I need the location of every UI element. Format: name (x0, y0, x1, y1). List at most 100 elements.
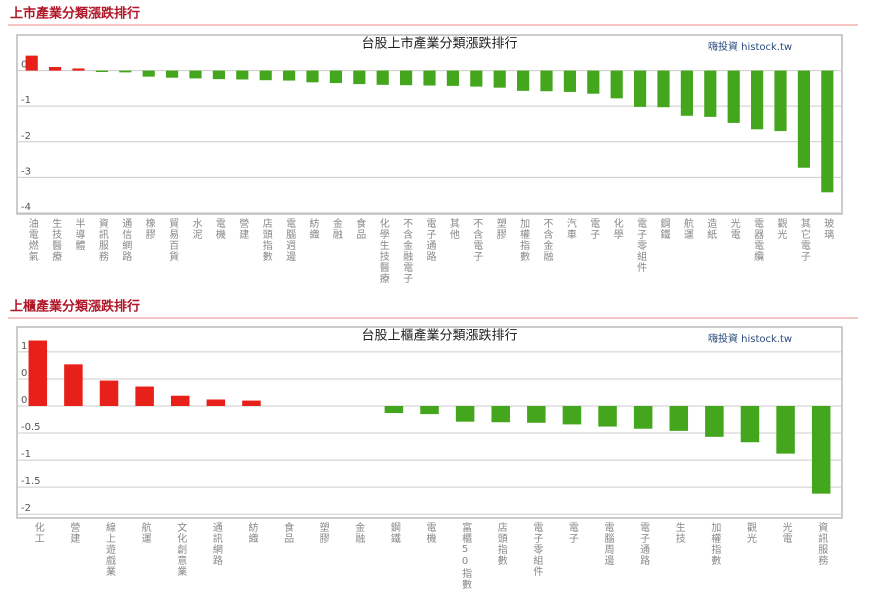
bar (49, 67, 62, 71)
x-tick-label: 電子 (566, 522, 578, 544)
x-tick-label: 其他 (447, 218, 459, 240)
bar (28, 340, 48, 406)
bar (142, 70, 155, 77)
x-tick-label: 不含金融 (541, 218, 553, 262)
bar (657, 70, 670, 108)
bar (64, 364, 83, 406)
bar (587, 70, 600, 94)
x-tick-label: 其它電子 (798, 218, 810, 262)
x-tick-label: 塑膠 (494, 218, 506, 240)
x-tick-label: 鋼鐵 (658, 217, 670, 240)
x-tick-label: 半導體 (73, 217, 85, 251)
bar (135, 386, 154, 406)
bar (669, 405, 689, 431)
x-tick-label: 電子通路 (638, 522, 650, 566)
x-tick-label: 資訊服務 (96, 218, 108, 262)
x-tick-label: 營建 (68, 521, 80, 544)
bar (400, 70, 413, 86)
x-tick-label: 造紙 (705, 217, 717, 240)
bar (751, 70, 764, 130)
x-tick-label: 加權指數 (709, 522, 721, 566)
plot-frame (16, 326, 843, 519)
x-tick-label: 生技 (673, 521, 685, 544)
chart-title: 台股上市產業分類漲跌排行 (361, 36, 517, 52)
x-tick-label: 電機 (424, 522, 436, 544)
bar (95, 70, 108, 73)
x-tick-label: 汽車 (564, 217, 576, 240)
bar (680, 70, 693, 116)
x-tick-label: 店頭指數 (260, 217, 272, 262)
x-tick-label: 通訊網路 (210, 522, 222, 566)
bar (598, 405, 617, 427)
bar (633, 405, 653, 429)
x-tick-label: 加權指數 (518, 218, 530, 262)
y-tick-label: -1.5 (21, 476, 41, 487)
bar (797, 70, 810, 168)
x-tick-label: 紡織 (246, 521, 258, 544)
bar (527, 405, 546, 423)
x-tick-label: 水泥 (190, 218, 202, 240)
y-tick-label: -2 (21, 131, 31, 142)
x-tick-label: 電腦周邊 (602, 522, 614, 566)
y-tick-label: -3 (21, 166, 31, 177)
bar (384, 405, 404, 414)
bar (420, 405, 439, 415)
x-tick-label: 光電 (728, 217, 740, 240)
bar (259, 70, 272, 81)
bar (236, 70, 249, 80)
x-tick-label: 航運 (681, 217, 693, 240)
watermark: 嗨投資 histock.tw (708, 332, 792, 345)
bar (353, 70, 366, 85)
bar (242, 400, 261, 406)
x-tick-label: 觀光 (775, 218, 787, 240)
x-tick-label: 不含金融電子 (401, 218, 413, 284)
x-tick-label: 電子零組件 (531, 522, 543, 577)
y-tick-label: -4 (21, 202, 31, 213)
bar (455, 405, 475, 422)
bar (562, 405, 582, 425)
bar (634, 70, 647, 107)
bar (189, 70, 202, 79)
bar (212, 70, 225, 80)
x-tick-label: 金融 (353, 521, 365, 544)
x-tick-label: 航運 (139, 521, 151, 544)
x-tick-label: 不含電子 (471, 218, 483, 262)
bar (811, 405, 831, 494)
chart-title: 台股上櫃產業分類漲跌排行 (361, 328, 517, 344)
x-tick-label: 化學 (611, 217, 623, 240)
bar (727, 70, 740, 123)
x-tick-label: 線上遊戲業 (104, 521, 116, 577)
x-tick-label: 貿易百貨 (167, 218, 179, 262)
x-tick-label: 觀光 (744, 522, 756, 544)
y-tick-label: -0.5 (21, 422, 41, 433)
x-tick-label: 食品 (354, 217, 366, 240)
section-heading: 上櫃產業分類漲跌排行 (10, 299, 140, 315)
bar (540, 70, 553, 92)
x-tick-label: 資訊服務 (816, 522, 828, 566)
x-tick-label: 油電燃氣 (26, 217, 38, 262)
bar (170, 395, 190, 406)
x-tick-label: 電器電纜 (752, 218, 764, 262)
x-tick-label: 鋼鐵 (388, 521, 400, 544)
y-tick-label: -1 (21, 449, 31, 460)
x-tick-label: 食品 (282, 521, 294, 544)
bar (776, 405, 795, 454)
bar (376, 70, 389, 85)
x-tick-label: 電子零組件 (635, 218, 647, 273)
bar (517, 70, 530, 91)
x-tick-label: 紡織 (307, 217, 319, 240)
bar (25, 55, 38, 71)
x-tick-label: 電腦週邊 (284, 218, 296, 262)
bar (306, 70, 319, 83)
bar (72, 68, 85, 71)
bar (119, 70, 132, 73)
y-tick-label: 1 (21, 341, 27, 352)
bar (166, 70, 179, 78)
x-tick-label: 店頭指數 (495, 521, 507, 566)
bar (446, 70, 459, 86)
bar (206, 399, 226, 406)
y-tick-label: -2 (21, 503, 31, 514)
bar (610, 70, 623, 99)
plot-frame (16, 34, 843, 215)
x-tick-label: 光電 (780, 521, 792, 544)
